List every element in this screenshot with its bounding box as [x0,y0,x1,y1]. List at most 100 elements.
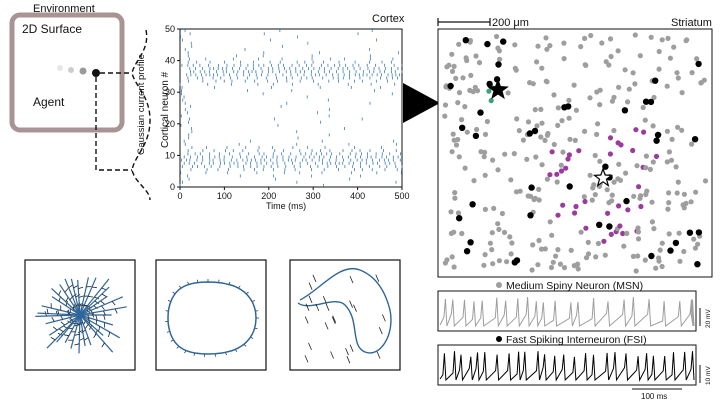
x-tick-label: 0 [177,191,182,201]
msn-neuron [530,242,536,248]
fsi-neuron [495,61,502,68]
msn-neuron [578,229,584,235]
connector-dashed [95,77,132,171]
scalebar-label: 200 μm [492,17,529,29]
msn-neuron [620,230,626,237]
fsi-neuron [621,107,629,114]
direction-tick [98,326,101,332]
direction-tick [91,286,97,289]
direction-tick [349,344,354,352]
trajectory-box-loop [155,259,267,371]
direction-tick [58,328,64,332]
msn-neuron [650,123,656,129]
msn-neuron [683,38,689,44]
direction-tick [349,300,353,308]
msn-neuron [542,137,548,143]
direction-tick [304,355,309,363]
x-tick-label: 100 [217,191,232,201]
msn-neuron [484,118,490,125]
msn-neuron [550,259,556,265]
msn-neuron [566,97,572,103]
msn-neuron [538,246,545,252]
msn-neuron [539,65,545,71]
msn-neuron [615,48,621,54]
msn-neuron [643,165,649,171]
msn-neuron [666,190,672,196]
direction-tick [95,314,98,320]
msn-neuron [679,90,685,96]
direction-tick [331,316,336,324]
fsi-neuron [526,130,533,137]
msn-neuron [524,156,530,162]
msn-neuron [632,81,638,87]
direction-tick [103,314,106,320]
direction-tick [308,342,312,351]
msn-neuron [636,184,642,190]
msn-neuron [449,68,456,74]
msn-neuron [496,226,502,232]
direction-tick [52,326,58,331]
msn-neuron [460,75,466,81]
msn-neuron [595,121,601,127]
msn-neuron [597,87,603,93]
fsi-scale-label: 10 mV [705,366,712,385]
direction-tick [325,303,330,311]
msn-neuron [504,259,510,265]
direction-tick [65,297,69,302]
fsi-neuron [484,40,491,48]
msn-neuron [511,151,517,157]
msn-neuron [648,34,654,40]
profile-label: Gaussian current profile [136,54,147,155]
msn-neuron [534,59,540,65]
msn-neuron [607,135,614,141]
direction-tick [72,293,77,298]
msn-neuron [571,82,577,88]
striatum-neurons [442,32,709,274]
radial-trajectory [79,314,92,346]
msn-neuron [513,67,519,73]
y-tick-label: 50 [165,24,175,34]
direction-tick [60,321,65,326]
msn-neuron [649,199,655,205]
direction-tick [46,308,49,314]
msn-neuron [559,118,565,124]
msn-neuron [624,230,630,236]
direction-tick [58,290,62,296]
msn-neuron [659,37,665,43]
raster-frame [179,28,403,188]
msn-neuron [451,264,457,270]
msn-neuron [623,170,629,176]
msn-neuron [630,253,637,259]
star-marker-filled [487,78,509,100]
msn-neuron [456,154,462,160]
msn-neuron [534,123,540,129]
msn-neuron [631,193,637,199]
msn-neuron [554,171,560,177]
direction-tick [305,303,310,311]
radial-trajectory [79,277,97,316]
msn-neuron [536,237,542,244]
radial-trajectory [79,314,86,347]
direction-tick [78,286,84,290]
fsi-neuron [642,98,650,105]
direction-tick [73,285,79,289]
fsi-neuron [672,239,680,247]
radial-trajectory [59,284,81,316]
msn-neuron [572,210,578,216]
msn-neuron [474,88,481,94]
msn-neuron [664,128,671,134]
msn-neuron [476,60,483,66]
star-marker-open [592,167,614,187]
cortex-xlabel: Time (ms) [266,201,306,211]
direction-tick [308,282,313,290]
msn-neuron [601,238,607,244]
msn-neuron [683,200,689,206]
msn-neuron [449,51,455,57]
radial-trajectory [41,305,81,316]
environment-panel: Environment 2D Surface Agent Gaussian cu… [9,3,151,201]
msn-neuron [582,128,588,134]
msn-neuron [525,119,532,125]
trajectory-panels [24,259,401,371]
msn-neuron [558,168,565,174]
direction-tick [63,334,69,337]
